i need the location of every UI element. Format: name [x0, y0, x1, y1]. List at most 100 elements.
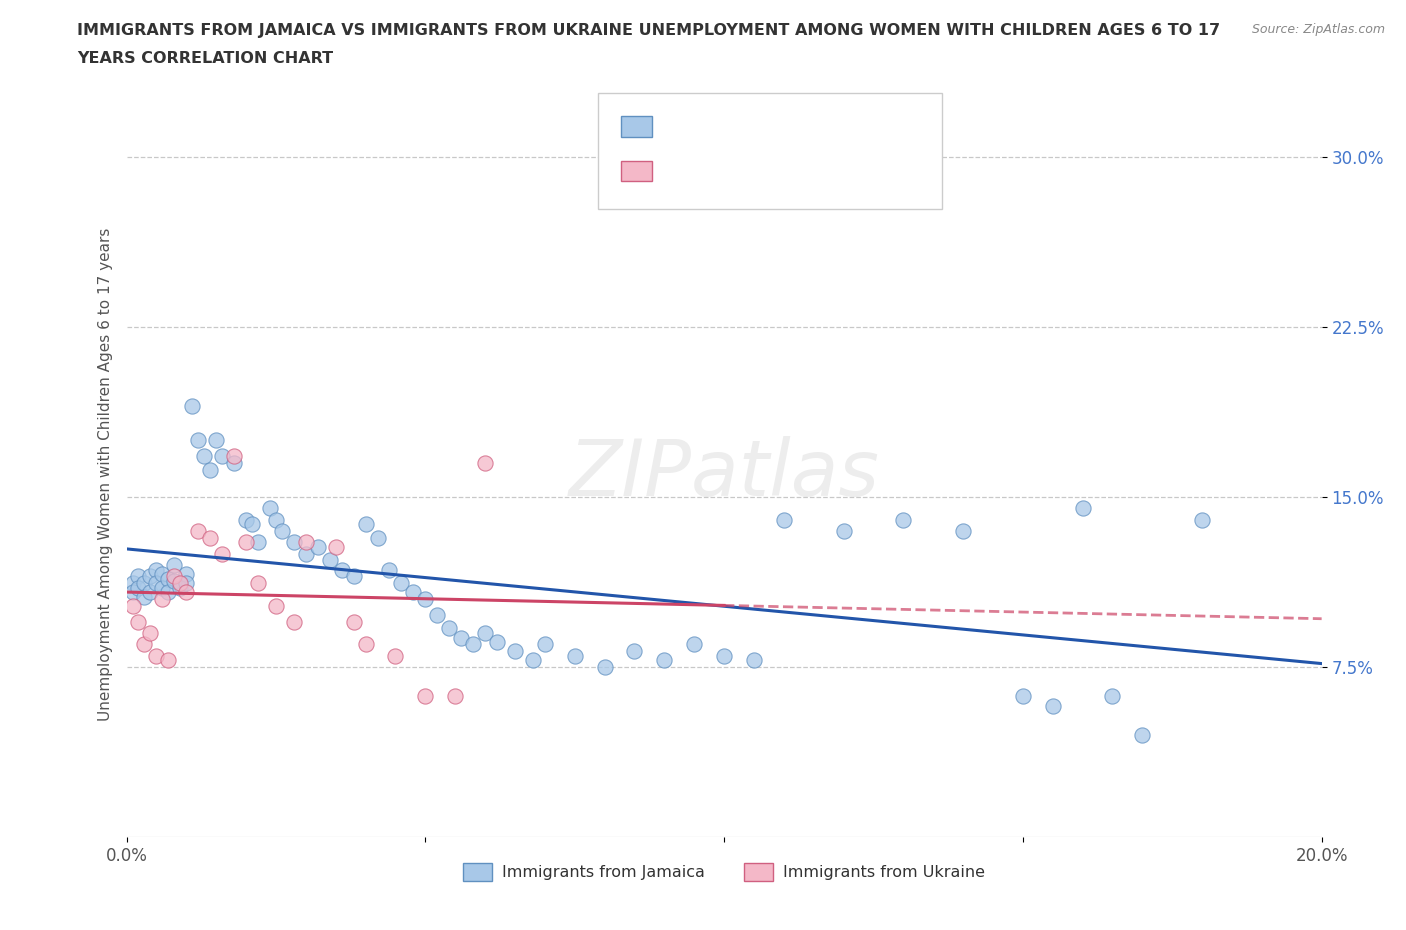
Point	[145, 648, 167, 663]
Point	[1042, 698, 1064, 713]
Point	[157, 571, 180, 586]
Point	[134, 637, 156, 652]
Point	[1101, 689, 1123, 704]
Point	[474, 456, 496, 471]
Point	[283, 535, 305, 550]
Point	[127, 614, 149, 629]
Point	[426, 607, 449, 622]
Point	[152, 580, 174, 595]
Point	[1130, 727, 1153, 742]
Point	[283, 614, 305, 629]
Point	[152, 566, 174, 581]
Point	[1071, 501, 1094, 516]
Point	[402, 585, 425, 600]
Point	[952, 524, 974, 538]
Point	[127, 569, 149, 584]
Point	[415, 689, 437, 704]
Point	[893, 512, 915, 527]
Point	[134, 590, 156, 604]
Point	[235, 535, 257, 550]
Text: YEARS CORRELATION CHART: YEARS CORRELATION CHART	[77, 51, 333, 66]
Point	[461, 637, 484, 652]
Point	[200, 462, 222, 477]
Point	[145, 576, 167, 591]
Point	[439, 621, 461, 636]
Text: N =: N =	[770, 118, 807, 133]
Point	[145, 562, 167, 577]
Point	[139, 585, 162, 600]
Text: 70: 70	[801, 118, 824, 133]
Point	[378, 562, 401, 577]
Point	[139, 626, 162, 641]
Y-axis label: Unemployment Among Women with Children Ages 6 to 17 years: Unemployment Among Women with Children A…	[97, 228, 112, 721]
Point	[415, 591, 437, 606]
Point	[486, 634, 509, 649]
Point	[318, 553, 342, 568]
Point	[174, 576, 197, 591]
Point	[593, 659, 616, 674]
Text: N =: N =	[770, 163, 807, 178]
Point	[139, 569, 162, 584]
Point	[522, 653, 544, 668]
Point	[264, 512, 287, 527]
Point	[187, 524, 209, 538]
Text: ZIPatlas: ZIPatlas	[568, 436, 880, 512]
Point	[134, 576, 156, 591]
Point	[157, 585, 180, 600]
Point	[174, 566, 197, 581]
Point	[174, 585, 197, 600]
Point	[294, 546, 316, 561]
Point	[343, 614, 366, 629]
Point	[503, 644, 526, 658]
Point	[1191, 512, 1213, 527]
Point	[163, 558, 186, 573]
Point	[623, 644, 645, 658]
Text: IMMIGRANTS FROM JAMAICA VS IMMIGRANTS FROM UKRAINE UNEMPLOYMENT AMONG WOMEN WITH: IMMIGRANTS FROM JAMAICA VS IMMIGRANTS FR…	[77, 23, 1220, 38]
Text: 0.286: 0.286	[693, 163, 749, 178]
Point	[247, 535, 270, 550]
Point	[444, 689, 467, 704]
Legend: Immigrants from Jamaica, Immigrants from Ukraine: Immigrants from Jamaica, Immigrants from…	[457, 857, 991, 887]
Point	[713, 648, 735, 663]
Point	[325, 539, 347, 554]
Point	[474, 626, 496, 641]
Point	[1011, 689, 1033, 704]
Point	[343, 569, 366, 584]
Point	[270, 524, 294, 538]
Point	[742, 653, 765, 668]
Point	[384, 648, 406, 663]
Point	[152, 591, 174, 606]
Point	[187, 432, 209, 447]
Text: 26: 26	[801, 163, 824, 178]
Point	[354, 517, 377, 532]
Point	[169, 576, 191, 591]
Point	[200, 530, 222, 545]
Point	[832, 524, 855, 538]
Point	[121, 585, 143, 600]
Point	[240, 517, 263, 532]
Point	[307, 539, 329, 554]
Text: Source: ZipAtlas.com: Source: ZipAtlas.com	[1251, 23, 1385, 36]
Point	[366, 530, 388, 545]
Point	[330, 562, 353, 577]
Point	[169, 580, 191, 595]
Point	[163, 574, 186, 589]
Point	[683, 637, 706, 652]
Point	[235, 512, 257, 527]
Text: R =: R =	[661, 118, 696, 133]
Point	[391, 576, 413, 591]
Point	[121, 576, 143, 591]
Point	[163, 569, 186, 584]
Point	[564, 648, 586, 663]
Point	[294, 535, 316, 550]
Point	[121, 598, 143, 613]
Point	[222, 449, 246, 464]
Point	[259, 501, 281, 516]
Point	[157, 653, 180, 668]
Point	[264, 598, 287, 613]
Point	[450, 631, 472, 645]
Text: R =: R =	[661, 163, 696, 178]
Point	[534, 637, 557, 652]
Point	[222, 456, 246, 471]
Point	[193, 449, 215, 464]
